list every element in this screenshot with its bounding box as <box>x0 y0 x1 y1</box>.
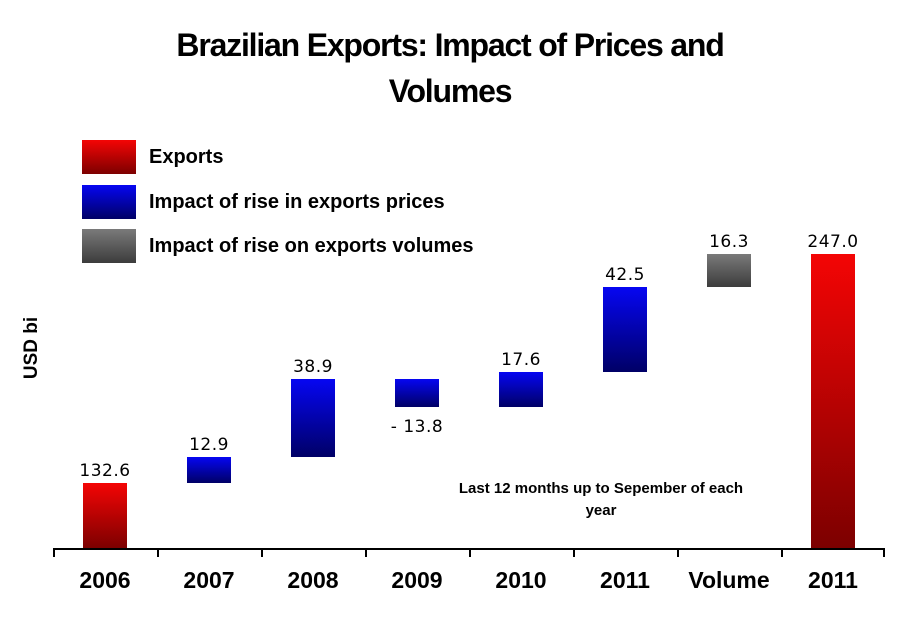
legend-swatch-volume-impact-icon <box>82 229 136 263</box>
x-axis-label: 2010 <box>495 567 547 593</box>
chart-title: Brazilian Exports: Impact of Prices and … <box>0 22 900 114</box>
chart-title-line-2: Volumes <box>388 73 513 109</box>
x-axis-label: 2006 <box>79 567 131 593</box>
annotation: Last 12 months up to Sepember of each ye… <box>430 478 772 522</box>
x-axis-tick <box>261 548 263 557</box>
x-axis-tick <box>53 548 55 557</box>
bar-value-label: 42.5 <box>605 264 645 285</box>
bar-value-label: 247.0 <box>807 232 859 252</box>
legend-swatch-price-impact-icon <box>82 185 136 219</box>
bar-2011-total <box>811 254 855 548</box>
x-axis-tick <box>469 548 471 557</box>
x-axis-tick <box>573 548 575 557</box>
x-axis-tick <box>781 548 783 557</box>
legend-swatch-exports-icon <box>82 140 136 174</box>
bar-2007 <box>187 457 231 483</box>
legend-label-price-impact: Impact of rise in exports prices <box>149 190 445 213</box>
x-axis-label: Volume <box>688 567 770 593</box>
chart-title-line-1: Brazilian Exports: Impact of Prices and <box>176 27 724 63</box>
bar-2010 <box>499 371 543 407</box>
bar-2006 <box>83 482 127 548</box>
x-axis-label: 2009 <box>391 567 443 593</box>
x-axis-label: 2011 <box>808 567 858 593</box>
bar-value-label: 17.6 <box>501 349 541 370</box>
legend-item-volume-impact: Impact of rise on exports volumes <box>82 229 474 263</box>
bar-value-label: 132.6 <box>79 460 131 481</box>
x-axis-label: 2007 <box>183 567 235 593</box>
x-axis-label: 2008 <box>287 567 339 593</box>
legend-item-price-impact: Impact of rise in exports prices <box>82 185 445 219</box>
bar-value-label: 16.3 <box>709 232 749 252</box>
legend-label-exports: Exports <box>149 145 224 168</box>
bar-volume <box>707 254 751 287</box>
x-axis-tick <box>677 548 679 557</box>
x-axis-tick <box>883 548 885 557</box>
annotation-line-1: Last 12 months up to Sepember of each <box>458 480 744 497</box>
bar-value-label: 12.9 <box>189 435 229 455</box>
bar-2008 <box>291 379 335 457</box>
bar-value-label: - 13.8 <box>390 416 444 437</box>
annotation-line-2: year <box>585 502 617 519</box>
x-axis-tick <box>365 548 367 557</box>
x-axis-label: 2011 <box>600 567 650 593</box>
x-axis-tick <box>157 548 159 557</box>
bar-2011 <box>603 286 647 372</box>
bar-value-label: 38.9 <box>293 357 333 378</box>
legend-item-exports: Exports <box>82 140 223 174</box>
bar-2009 <box>395 379 439 407</box>
legend-label-volume-impact: Impact of rise on exports volumes <box>149 234 474 257</box>
